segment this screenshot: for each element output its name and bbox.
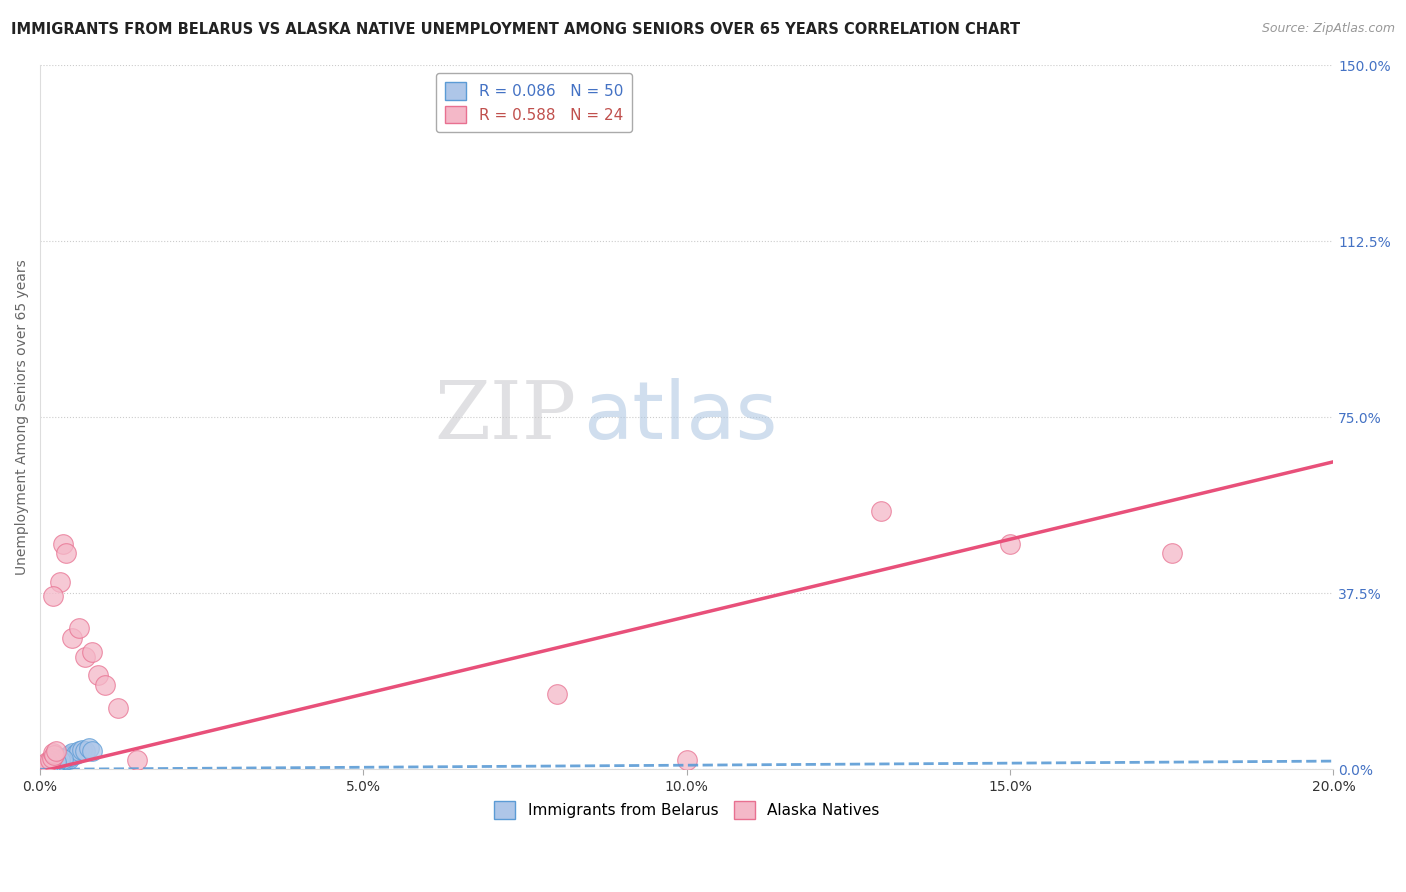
Point — [38, 759, 60, 773]
Point — [42, 758, 65, 772]
Point — [94, 678, 117, 692]
Point — [32, 761, 55, 775]
Point — [48, 754, 70, 768]
Point — [546, 687, 568, 701]
Point — [35, 756, 58, 771]
Point — [1160, 546, 1182, 560]
Point — [44, 748, 66, 763]
Point — [37, 758, 59, 772]
Point — [35, 756, 58, 770]
Point — [56, 751, 79, 765]
Point — [38, 753, 60, 767]
Point — [127, 753, 149, 767]
Point — [41, 756, 63, 771]
Point — [107, 701, 129, 715]
Text: atlas: atlas — [583, 378, 778, 456]
Point — [80, 744, 103, 758]
Point — [32, 760, 55, 774]
Point — [37, 757, 59, 772]
Point — [55, 749, 77, 764]
Point — [41, 760, 63, 774]
Point — [42, 756, 65, 770]
Point — [32, 759, 55, 773]
Point — [75, 743, 97, 757]
Point — [46, 757, 69, 772]
Point — [998, 537, 1021, 551]
Point — [31, 761, 53, 775]
Text: ZIP: ZIP — [434, 378, 576, 456]
Point — [48, 574, 70, 589]
Point — [38, 760, 60, 774]
Point — [869, 504, 891, 518]
Point — [75, 649, 97, 664]
Point — [41, 750, 63, 764]
Point — [52, 537, 75, 551]
Point — [38, 758, 60, 772]
Point — [67, 744, 90, 758]
Point — [87, 668, 110, 682]
Text: IMMIGRANTS FROM BELARUS VS ALASKA NATIVE UNEMPLOYMENT AMONG SENIORS OVER 65 YEAR: IMMIGRANTS FROM BELARUS VS ALASKA NATIVE… — [11, 22, 1021, 37]
Point — [34, 760, 56, 774]
Legend: Immigrants from Belarus, Alaska Natives: Immigrants from Belarus, Alaska Natives — [488, 795, 886, 825]
Point — [49, 752, 72, 766]
Point — [80, 645, 103, 659]
Point — [77, 741, 100, 756]
Text: Source: ZipAtlas.com: Source: ZipAtlas.com — [1261, 22, 1395, 36]
Point — [65, 747, 87, 762]
Point — [55, 546, 77, 560]
Point — [52, 752, 75, 766]
Point — [53, 753, 76, 767]
Point — [45, 756, 67, 770]
Point — [62, 746, 84, 760]
Point — [46, 759, 69, 773]
Point — [39, 757, 62, 772]
Point — [34, 757, 56, 772]
Point — [35, 759, 58, 773]
Point — [58, 752, 80, 766]
Point — [45, 743, 67, 757]
Point — [60, 749, 83, 764]
Point — [44, 756, 66, 771]
Point — [31, 758, 53, 772]
Point — [30, 760, 52, 774]
Point — [35, 761, 58, 775]
Point — [45, 757, 67, 772]
Point — [38, 758, 60, 772]
Point — [39, 759, 62, 773]
Y-axis label: Unemployment Among Seniors over 65 years: Unemployment Among Seniors over 65 years — [15, 260, 30, 575]
Point — [42, 746, 65, 760]
Point — [70, 742, 93, 756]
Point — [62, 631, 84, 645]
Point — [32, 757, 55, 772]
Point — [44, 758, 66, 772]
Point — [45, 756, 67, 770]
Point — [59, 748, 82, 763]
Point — [675, 753, 697, 767]
Point — [45, 755, 67, 769]
Point — [51, 753, 73, 767]
Point — [48, 753, 70, 767]
Point — [67, 622, 90, 636]
Point — [42, 589, 65, 603]
Point — [52, 750, 75, 764]
